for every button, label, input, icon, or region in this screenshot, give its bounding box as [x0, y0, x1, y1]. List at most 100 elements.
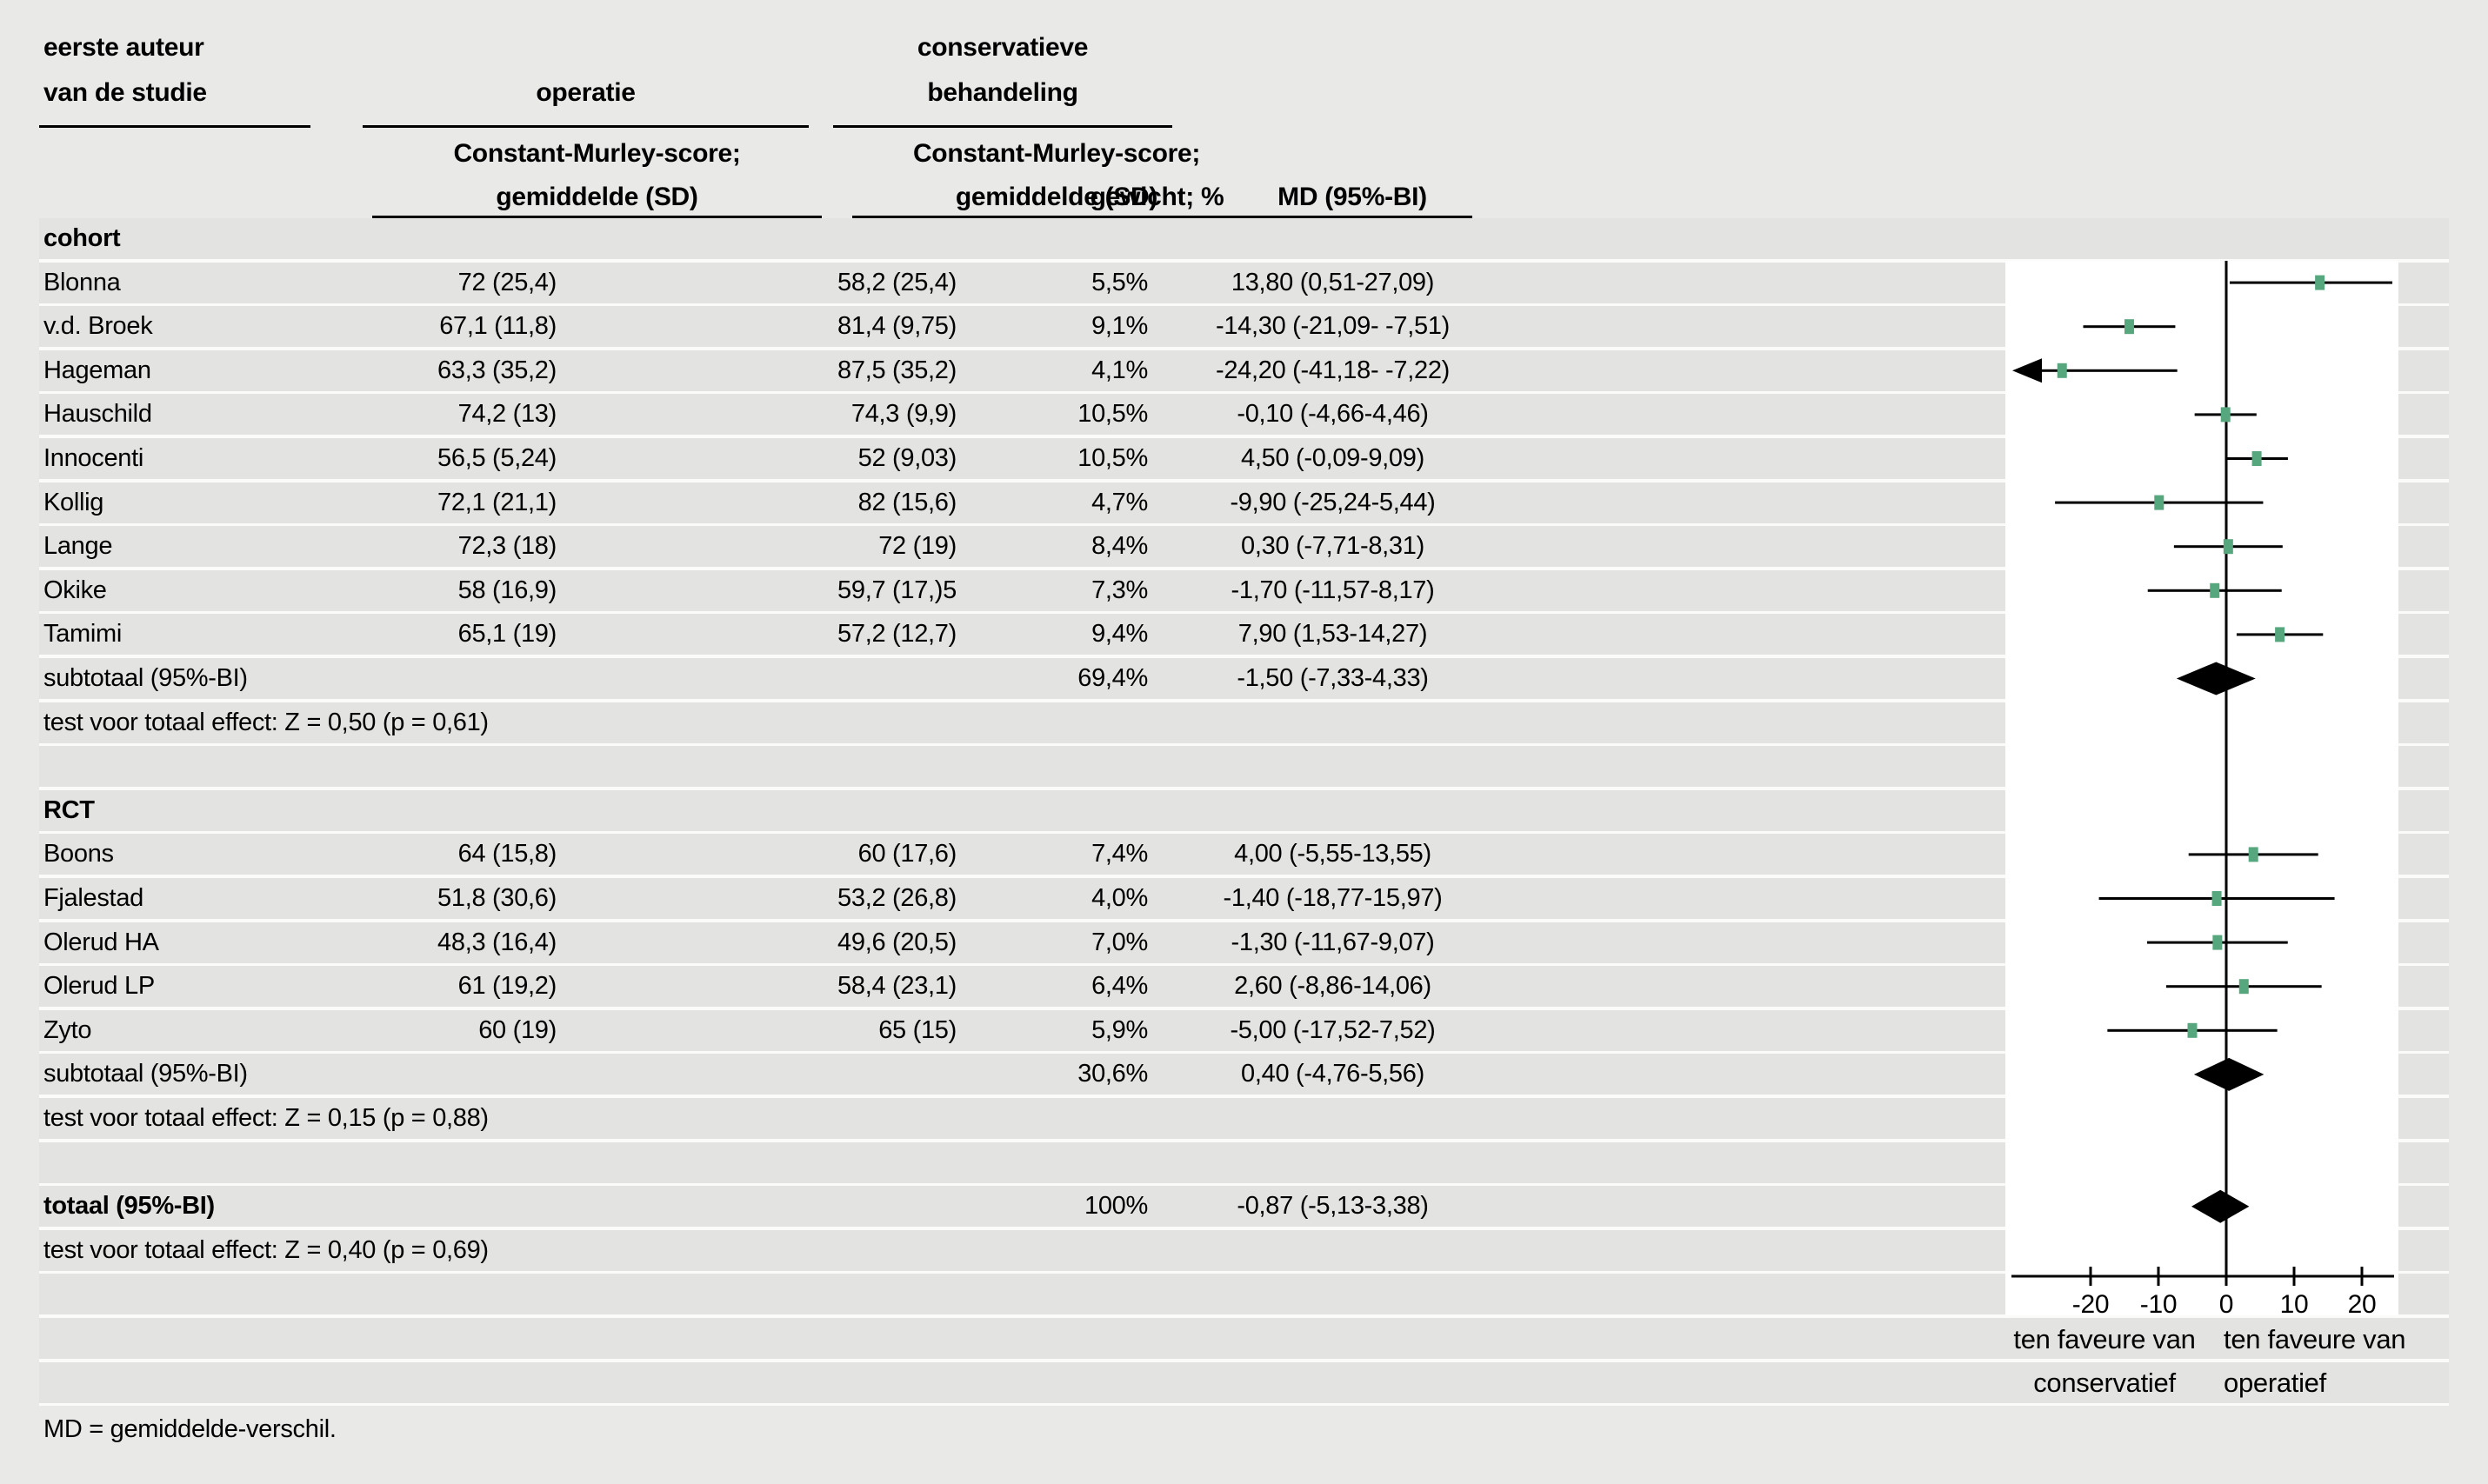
weight-cell: 7,0% — [1091, 928, 1148, 956]
conservatief-score-cell: 53,2 (26,8) — [837, 884, 957, 912]
conservatief-score-cell: 72 (19) — [878, 532, 957, 561]
effect-test-cell: test voor totaal effect: Z = 0,50 (p = 0… — [43, 708, 489, 736]
table-row — [39, 1361, 2449, 1403]
axis-tick — [2225, 1267, 2228, 1286]
weight-cell: 69,4% — [1077, 664, 1148, 692]
weight-cell: 9,4% — [1091, 620, 1148, 649]
plot-panel-background — [2005, 261, 2398, 1315]
header-group-conservatief-line2: behandeling — [927, 78, 1078, 107]
operatie-score-cell: 60 (19) — [478, 1015, 557, 1044]
header-group-operatie: operatie — [536, 78, 636, 107]
effect-test-cell: test voor totaal effect: Z = 0,40 (p = 0… — [43, 1235, 489, 1264]
study-name-cell: Blonna — [43, 268, 121, 296]
md-ci-cell: 0,30 (-7,71-8,31) — [1241, 532, 1424, 561]
header-md: MD (95%-BI) — [1277, 183, 1427, 211]
conservatief-score-cell: 49,6 (20,5) — [837, 928, 957, 956]
md-ci-cell: -0,87 (-5,13-3,38) — [1237, 1192, 1429, 1221]
weight-cell: 9,1% — [1091, 312, 1148, 341]
md-ci-cell: -9,90 (-25,24-5,44) — [1230, 488, 1436, 516]
zero-line — [2225, 261, 2228, 1276]
table-row: cohort — [39, 218, 2449, 259]
study-name-cell: Tamimi — [43, 620, 123, 649]
weight-cell: 8,4% — [1091, 532, 1148, 561]
ci-line — [2040, 369, 2178, 372]
study-name-cell: Okike — [43, 576, 107, 604]
forest-plot-panel: -20 -10 0 10 20 — [2005, 261, 2398, 1315]
study-name-cell: Olerud LP — [43, 972, 155, 1001]
effect-marker — [2220, 407, 2231, 423]
conservatief-score-cell: 81,4 (9,75) — [837, 312, 957, 341]
weight-cell: 5,5% — [1091, 268, 1148, 296]
operatie-score-cell: 63,3 (35,2) — [437, 356, 557, 384]
footnote-md-definition: MD = gemiddelde-verschil. — [43, 1415, 337, 1443]
md-ci-cell: -0,10 (-4,66-4,46) — [1237, 400, 1429, 429]
study-name-cell: Lange — [43, 532, 113, 561]
md-ci-cell: 0,40 (-4,76-5,56) — [1241, 1060, 1424, 1088]
table-row — [39, 1318, 2449, 1359]
effect-marker — [2251, 451, 2262, 466]
md-ci-cell: 2,60 (-8,86-14,06) — [1234, 972, 1431, 1001]
conservatief-score-cell: 52 (9,03) — [857, 444, 957, 472]
study-name-cell: Innocenti — [43, 444, 143, 472]
md-ci-cell: -1,70 (-11,57-8,17) — [1231, 576, 1435, 604]
md-ci-cell: 13,80 (0,51-27,09) — [1231, 268, 1435, 296]
weight-cell: 7,3% — [1091, 576, 1148, 604]
axis-tick — [2157, 1267, 2160, 1286]
conservatief-score-cell: 87,5 (35,2) — [837, 356, 957, 384]
favor-left-line2: conservatief — [2033, 1368, 2176, 1398]
operatie-score-cell: 51,8 (30,6) — [437, 884, 557, 912]
underline-conservatief — [833, 125, 1172, 128]
subtotal-diamond — [2193, 1057, 2265, 1091]
group-header-label: RCT — [43, 795, 95, 824]
favor-left-line1: ten faveure van — [2013, 1324, 2196, 1354]
md-ci-cell: 7,90 (1,53-14,27) — [1237, 620, 1428, 649]
effect-marker — [2057, 363, 2067, 378]
weight-cell: 5,9% — [1091, 1015, 1148, 1044]
operatie-score-cell: 72 (25,4) — [457, 268, 557, 296]
header-author-line2: van de studie — [43, 78, 207, 107]
operatie-score-cell: 74,2 (13) — [457, 400, 557, 429]
effect-marker — [2187, 1022, 2198, 1038]
study-name-cell: Hageman — [43, 356, 151, 384]
underline-score2 — [852, 216, 1261, 218]
md-ci-cell: 4,50 (-0,09-9,09) — [1241, 444, 1424, 472]
truncation-arrow-icon — [2012, 358, 2042, 383]
group-header-label: cohort — [43, 224, 121, 252]
effect-test-cell: test voor totaal effect: Z = 0,15 (p = 0… — [43, 1104, 489, 1132]
operatie-score-cell: 65,1 (19) — [457, 620, 557, 649]
axis-tick — [2089, 1267, 2092, 1286]
effect-marker — [2315, 275, 2325, 290]
effect-marker — [2223, 539, 2233, 555]
total-label: totaal (95%-BI) — [43, 1192, 215, 1221]
axis-tick — [2292, 1267, 2296, 1286]
md-ci-cell: 4,00 (-5,55-13,55) — [1234, 840, 1431, 868]
weight-cell: 4,1% — [1091, 356, 1148, 384]
effect-marker — [2124, 319, 2134, 335]
underline-author — [39, 125, 310, 128]
study-name-cell: v.d. Broek — [43, 312, 153, 341]
operatie-score-cell: 56,5 (5,24) — [437, 444, 557, 472]
axis-tick-label: 20 — [2348, 1290, 2377, 1315]
study-name-cell: Fjalestad — [43, 884, 143, 912]
header-score1-line1: Constant-Murley-score; — [453, 139, 741, 168]
subtotal-diamond — [2176, 662, 2256, 695]
favor-right-line1: ten faveure van — [2224, 1324, 2406, 1354]
md-ci-cell: -24,20 (-41,18- -7,22) — [1215, 356, 1451, 384]
axis-tick — [2360, 1267, 2364, 1286]
study-name-cell: Boons — [43, 840, 114, 868]
weight-cell: 10,5% — [1077, 400, 1148, 429]
weight-cell: 6,4% — [1091, 972, 1148, 1001]
operatie-score-cell: 48,3 (16,4) — [437, 928, 557, 956]
effect-marker — [2210, 582, 2220, 598]
study-name-cell: Hauschild — [43, 400, 152, 429]
conservatief-score-cell: 59,7 (17,)5 — [837, 576, 957, 604]
weight-cell: 7,4% — [1091, 840, 1148, 868]
subtotal-label: subtotaal (95%-BI) — [43, 1060, 248, 1088]
operatie-score-cell: 61 (19,2) — [457, 972, 557, 1001]
header-group-conservatief-line1: conservatieve — [917, 33, 1089, 62]
header-weight: gewicht; % — [1090, 183, 1224, 211]
axis-tick-label: -10 — [2140, 1290, 2177, 1315]
weight-cell: 4,7% — [1091, 488, 1148, 516]
underline-weight — [1094, 216, 1220, 218]
